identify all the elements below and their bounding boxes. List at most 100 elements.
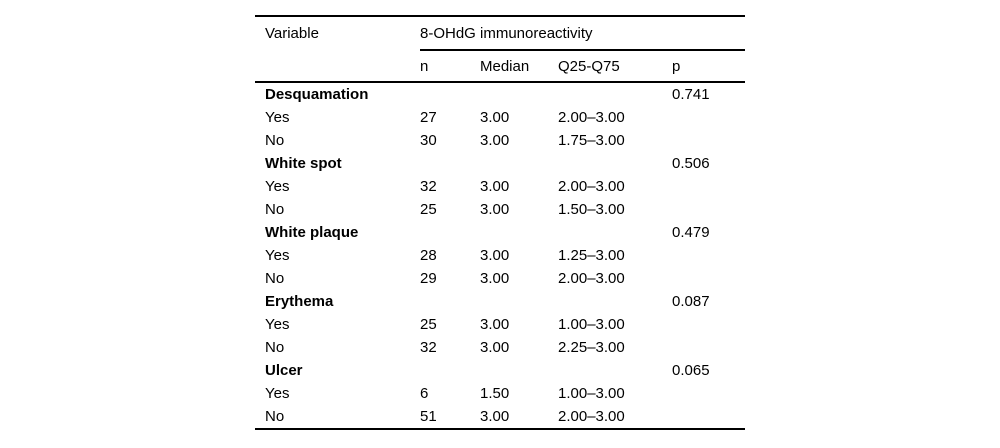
- table-row: Yes 6 1.50 1.00–3.00: [255, 382, 745, 405]
- cell-median: 3.00: [480, 132, 510, 149]
- cell-p: 0.087: [672, 293, 710, 310]
- table-body: Desquamation 0.741 Yes 27 3.00 2.00–3.00 No 30 3…: [255, 82, 745, 429]
- table-row: Yes 25 3.00 1.00–3.00: [255, 313, 745, 336]
- cell-label: No: [265, 201, 285, 218]
- table-row-group: Desquamation 0.741: [255, 82, 745, 106]
- cell-n: [420, 359, 480, 382]
- cell-label: White spot: [265, 155, 342, 172]
- cell-p: [672, 336, 745, 359]
- header-q25-q75: Q25-Q75: [558, 50, 672, 83]
- cell-p: [672, 382, 745, 405]
- table-row: No 32 3.00 2.25–3.00: [255, 336, 745, 359]
- table-row: Yes 28 3.00 1.25–3.00: [255, 244, 745, 267]
- cell-q: 1.50–3.00: [558, 201, 625, 218]
- cell-n: [420, 221, 480, 244]
- cell-label: White plaque: [265, 224, 359, 241]
- cell-label: Erythema: [265, 293, 334, 310]
- cell-q: [558, 221, 672, 244]
- cell-n: 29: [420, 270, 437, 287]
- cell-label: No: [265, 339, 285, 356]
- cell-label: Yes: [265, 316, 290, 333]
- cell-median: [480, 152, 558, 175]
- cell-q: 1.00–3.00: [558, 316, 625, 333]
- cell-p: [672, 244, 745, 267]
- table-row-group: Ulcer 0.065: [255, 359, 745, 382]
- cell-median: 3.00: [480, 408, 510, 425]
- cell-n: 25: [420, 316, 437, 333]
- cell-q: 2.00–3.00: [558, 270, 625, 287]
- cell-label: No: [265, 408, 285, 425]
- cell-n: 28: [420, 247, 437, 264]
- cell-q: [558, 82, 672, 106]
- header-n: n: [420, 50, 480, 83]
- cell-label: Desquamation: [265, 86, 369, 103]
- header-variable-spacer: [255, 50, 420, 83]
- cell-label: Yes: [265, 178, 290, 195]
- table-row-group: Erythema 0.087: [255, 290, 745, 313]
- cell-p: [672, 198, 745, 221]
- table-row: No 51 3.00 2.00–3.00: [255, 405, 745, 429]
- cell-median: [480, 359, 558, 382]
- header-group-span: 8-OHdG immunoreactivity: [420, 16, 746, 51]
- cell-label: No: [265, 132, 285, 149]
- cell-median: 3.00: [480, 316, 510, 333]
- cell-n: 32: [420, 339, 437, 356]
- header-p: p: [672, 50, 746, 83]
- table-row-group: White spot 0.506: [255, 152, 745, 175]
- cell-median: [480, 82, 558, 106]
- table-row: Yes 32 3.00 2.00–3.00: [255, 175, 745, 198]
- cell-median: 3.00: [480, 109, 510, 126]
- cell-p: [672, 106, 745, 129]
- header-row-group: Variable 8-OHdG immunoreactivity: [255, 16, 746, 51]
- cell-q: [558, 152, 672, 175]
- cell-median: 3.00: [480, 247, 510, 264]
- cell-n: [420, 152, 480, 175]
- cell-n: 51: [420, 408, 437, 425]
- cell-q: 2.00–3.00: [558, 109, 625, 126]
- cell-median: 3.00: [480, 270, 510, 287]
- header-variable: Variable: [265, 25, 319, 42]
- table-row: No 25 3.00 1.50–3.00: [255, 198, 745, 221]
- cell-q: 2.00–3.00: [558, 178, 625, 195]
- cell-n: [420, 290, 480, 313]
- cell-p: [672, 405, 745, 429]
- cell-p: 0.741: [672, 86, 710, 103]
- header-row-sub: n Median Q25-Q75 p: [255, 50, 746, 83]
- header-median: Median: [480, 50, 558, 83]
- cell-median: [480, 221, 558, 244]
- table-row: Yes 27 3.00 2.00–3.00: [255, 106, 745, 129]
- cell-p: [672, 175, 745, 198]
- cell-label: Yes: [265, 109, 290, 126]
- cell-n: [420, 82, 480, 106]
- cell-p: [672, 313, 745, 336]
- table-header: Variable 8-OHdG immunoreactivity n Media…: [255, 16, 746, 83]
- cell-n: 25: [420, 201, 437, 218]
- cell-median: 3.00: [480, 339, 510, 356]
- cell-n: 32: [420, 178, 437, 195]
- cell-median: 3.00: [480, 201, 510, 218]
- table-row-group: White plaque 0.479: [255, 221, 745, 244]
- cell-q: [558, 290, 672, 313]
- cell-p: [672, 129, 745, 152]
- cell-median: 1.50: [480, 385, 510, 402]
- table-row: No 30 3.00 1.75–3.00: [255, 129, 745, 152]
- cell-q: [558, 359, 672, 382]
- cell-p: 0.479: [672, 224, 710, 241]
- stats-table: Variable 8-OHdG immunoreactivity n Media…: [255, 15, 746, 430]
- cell-q: 1.25–3.00: [558, 247, 625, 264]
- cell-n: 27: [420, 109, 437, 126]
- cell-median: 3.00: [480, 178, 510, 195]
- cell-q: 2.00–3.00: [558, 408, 625, 425]
- cell-q: 2.25–3.00: [558, 339, 625, 356]
- cell-p: 0.506: [672, 155, 710, 172]
- cell-q: 1.75–3.00: [558, 132, 625, 149]
- cell-n: 6: [420, 385, 429, 402]
- cell-label: No: [265, 270, 285, 287]
- cell-n: 30: [420, 132, 437, 149]
- cell-label: Yes: [265, 385, 290, 402]
- cell-median: [480, 290, 558, 313]
- cell-p: 0.065: [672, 362, 710, 379]
- cell-label: Ulcer: [265, 362, 303, 379]
- table-row: No 29 3.00 2.00–3.00: [255, 267, 745, 290]
